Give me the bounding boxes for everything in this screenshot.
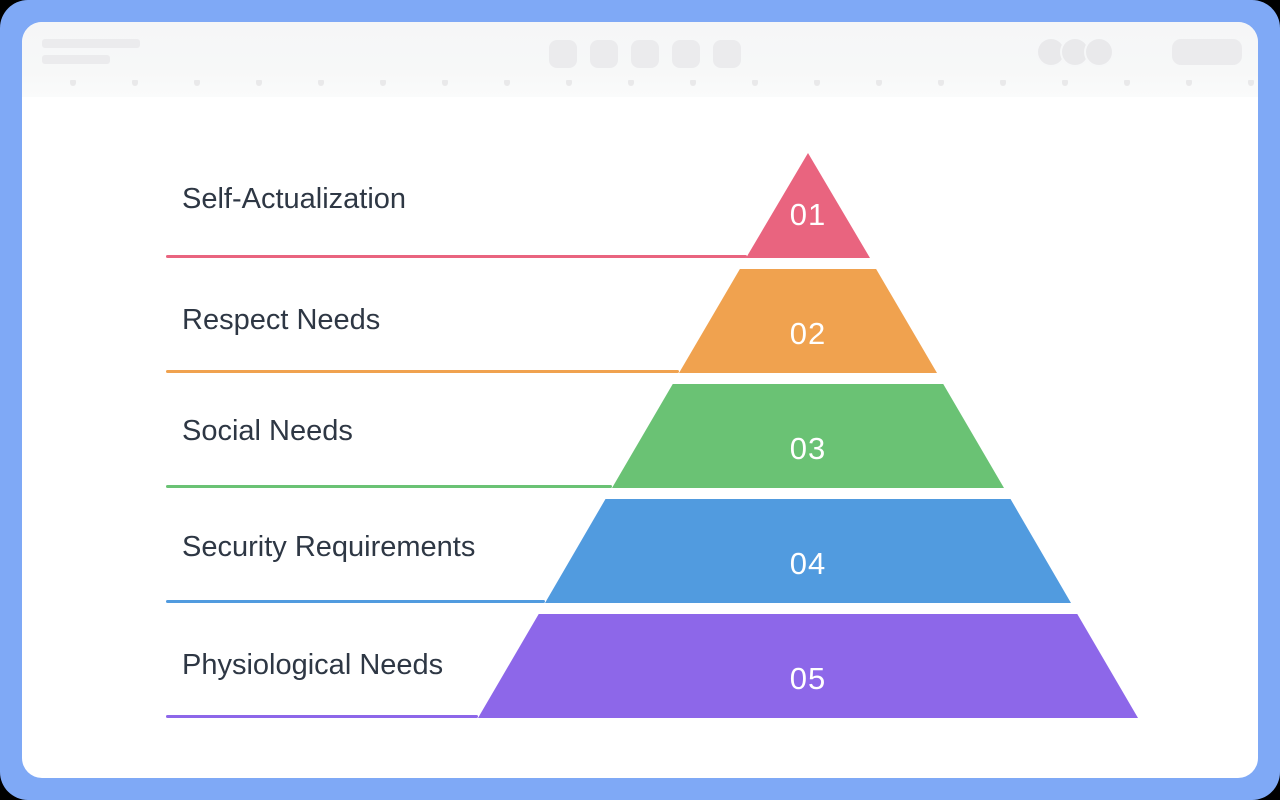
toolbar-item-placeholder	[549, 40, 577, 68]
window-header	[22, 22, 1258, 97]
button-placeholder	[1172, 39, 1242, 65]
grid-dot	[876, 80, 882, 86]
title-line-placeholder	[42, 39, 140, 48]
toolbar-item-placeholder	[631, 40, 659, 68]
browser-window-mockup	[22, 22, 1258, 778]
avatar-circle-placeholder	[1038, 39, 1064, 65]
subtitle-line-placeholder	[42, 55, 110, 64]
grid-dot	[194, 80, 200, 86]
avatar-circle-placeholder	[1086, 39, 1112, 65]
toolbar-item-placeholder	[590, 40, 618, 68]
grid-dot	[132, 80, 138, 86]
grid-dot	[814, 80, 820, 86]
grid-dot	[504, 80, 510, 86]
grid-dot	[690, 80, 696, 86]
avatar-circle-placeholder	[1062, 39, 1088, 65]
grid-dot	[1248, 80, 1254, 86]
toolbar-item-placeholder	[672, 40, 700, 68]
grid-dot	[70, 80, 76, 86]
grid-dot	[442, 80, 448, 86]
grid-dot	[1062, 80, 1068, 86]
grid-dot	[628, 80, 634, 86]
avatar-group-placeholder	[1038, 39, 1112, 65]
grid-dot	[380, 80, 386, 86]
grid-dot	[1124, 80, 1130, 86]
grid-dot	[256, 80, 262, 86]
grid-dot	[1000, 80, 1006, 86]
dots-divider	[70, 80, 1254, 86]
grid-dot	[938, 80, 944, 86]
grid-dot	[318, 80, 324, 86]
toolbar-placeholder	[549, 40, 741, 68]
grid-dot	[752, 80, 758, 86]
toolbar-item-placeholder	[713, 40, 741, 68]
grid-dot	[1186, 80, 1192, 86]
grid-dot	[566, 80, 572, 86]
